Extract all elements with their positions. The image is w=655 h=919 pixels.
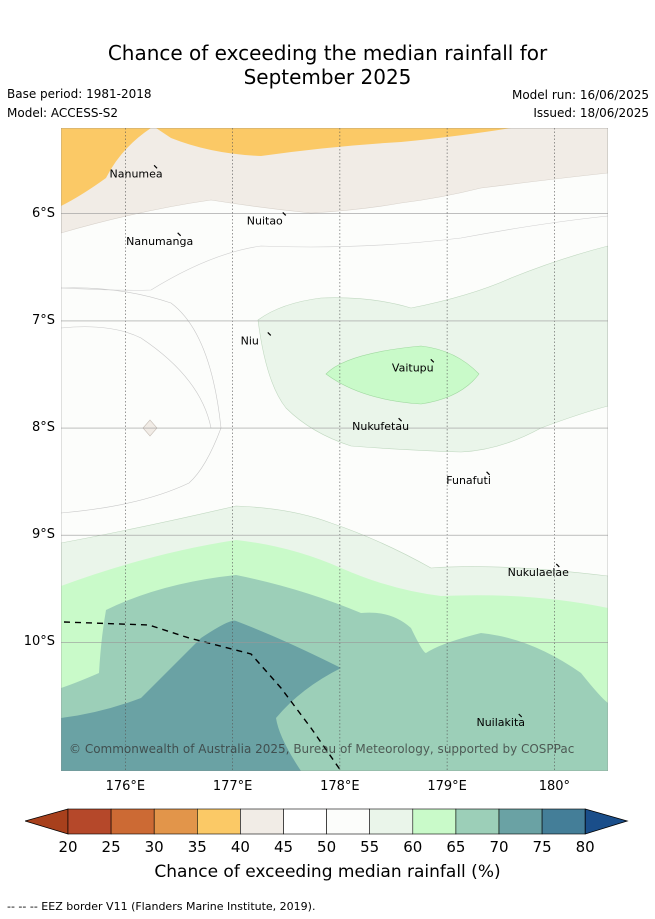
colorbar-segment bbox=[197, 808, 241, 835]
footer-legend-note: -- -- -- EEZ border V11 (Flanders Marine… bbox=[7, 900, 316, 913]
island-label[interactable]: Niu bbox=[241, 334, 259, 347]
colorbar-segment bbox=[110, 808, 155, 835]
colorbar-tick-label: 60 bbox=[403, 838, 423, 856]
colorbar-tick-label: 65 bbox=[446, 838, 466, 856]
island-label[interactable]: Nuitao bbox=[247, 214, 283, 227]
map-title-line2: September 2025 bbox=[243, 65, 412, 89]
contour-60-65 bbox=[325, 345, 480, 405]
colorbar-low-arrow bbox=[25, 808, 69, 835]
island-label[interactable]: Funafuti bbox=[446, 474, 491, 487]
colorbar-tick-label: 45 bbox=[273, 838, 294, 856]
copyright-notice: © Commonwealth of Australia 2025, Bureau… bbox=[69, 742, 574, 756]
colorbar-segment bbox=[498, 808, 543, 835]
island-marker bbox=[518, 713, 523, 718]
colorbar-tick-label: 20 bbox=[58, 838, 78, 856]
colorbar-tick-label: 30 bbox=[144, 838, 164, 856]
island-label[interactable]: Nanumanga bbox=[126, 235, 193, 248]
colorbar-tick-label: 55 bbox=[360, 838, 380, 856]
island-label[interactable]: Nanumea bbox=[110, 167, 163, 180]
issued-date: Issued: 18/06/2025 bbox=[533, 106, 649, 120]
colorbar-segment bbox=[153, 808, 198, 835]
island-marker bbox=[267, 332, 272, 336]
contour-40-45 bbox=[61, 128, 608, 234]
colorbar-segment bbox=[369, 808, 414, 835]
model-name: Model: ACCESS-S2 bbox=[7, 106, 119, 120]
latitude-tick-label: 9°S bbox=[31, 527, 55, 543]
base-period: Base period: 1981-2018 bbox=[7, 87, 152, 101]
colorbar-tick-label: 40 bbox=[230, 838, 250, 856]
contour-line-50b bbox=[61, 326, 212, 429]
longitude-tick-label: 177°E bbox=[212, 779, 253, 794]
colorbar-tick-label: 70 bbox=[489, 838, 509, 856]
colorbar-high-arrow bbox=[584, 808, 629, 835]
island-label[interactable]: Vaitupu bbox=[392, 361, 434, 374]
island-label[interactable]: Nukufetau bbox=[352, 420, 409, 433]
colorbar bbox=[25, 808, 629, 835]
map-title-line1: Chance of exceeding the median rainfall … bbox=[107, 41, 548, 65]
colorbar-tick-label: 25 bbox=[101, 838, 121, 856]
eez-border-line bbox=[63, 621, 342, 771]
rainfall-map[interactable]: Nanumea Nuitao Nanumanga Niu Vaitupu Nukufeta… bbox=[61, 128, 608, 771]
island-marker bbox=[282, 212, 287, 216]
colorbar-segment bbox=[541, 808, 586, 835]
colorbar-segment bbox=[67, 808, 112, 835]
colorbar-segment bbox=[412, 808, 457, 835]
island-marker bbox=[486, 471, 490, 476]
island-labels: Nanumea Nuitao Nanumanga Niu Vaitupu Nukufeta… bbox=[110, 164, 570, 729]
latitude-tick-label: 10°S bbox=[23, 634, 55, 650]
colorbar-tick-label: 75 bbox=[532, 838, 552, 856]
colorbar-segment bbox=[240, 808, 284, 835]
colorbar-tick-label: 35 bbox=[187, 838, 207, 856]
island-marker bbox=[177, 232, 182, 237]
colorbar-tick-label: 50 bbox=[317, 838, 337, 856]
latitude-tick-label: 7°S bbox=[31, 312, 55, 328]
colorbar-title: Chance of exceeding median rainfall (%) bbox=[154, 862, 501, 882]
colorbar-segment bbox=[326, 808, 371, 835]
longitude-tick-label: 180° bbox=[538, 779, 571, 794]
longitude-tick-label: 176°E bbox=[105, 779, 146, 794]
longitude-tick-label: 179°E bbox=[427, 779, 467, 794]
island-marker bbox=[398, 417, 403, 422]
island-label[interactable]: Nuilakita bbox=[476, 716, 525, 729]
contour-70-75 bbox=[61, 620, 341, 771]
colorbar-segment bbox=[455, 808, 500, 835]
latitude-tick-label: 6°S bbox=[31, 205, 55, 221]
latitude-tick-label: 8°S bbox=[31, 420, 55, 436]
island-marker bbox=[430, 358, 435, 363]
island-marker bbox=[555, 563, 560, 568]
contour-line-45 bbox=[61, 215, 608, 291]
contour-35-40-top bbox=[156, 128, 511, 156]
longitude-tick-label: 178°E bbox=[320, 779, 360, 794]
island-label[interactable]: Nukulaelae bbox=[508, 566, 570, 579]
grid-lines bbox=[61, 128, 608, 771]
colorbar-tick-label: 80 bbox=[575, 838, 595, 856]
colorbar-segment bbox=[283, 808, 327, 835]
model-run: Model run: 16/06/2025 bbox=[511, 88, 649, 102]
contour-35-40 bbox=[61, 128, 151, 206]
island-marker bbox=[153, 164, 158, 169]
